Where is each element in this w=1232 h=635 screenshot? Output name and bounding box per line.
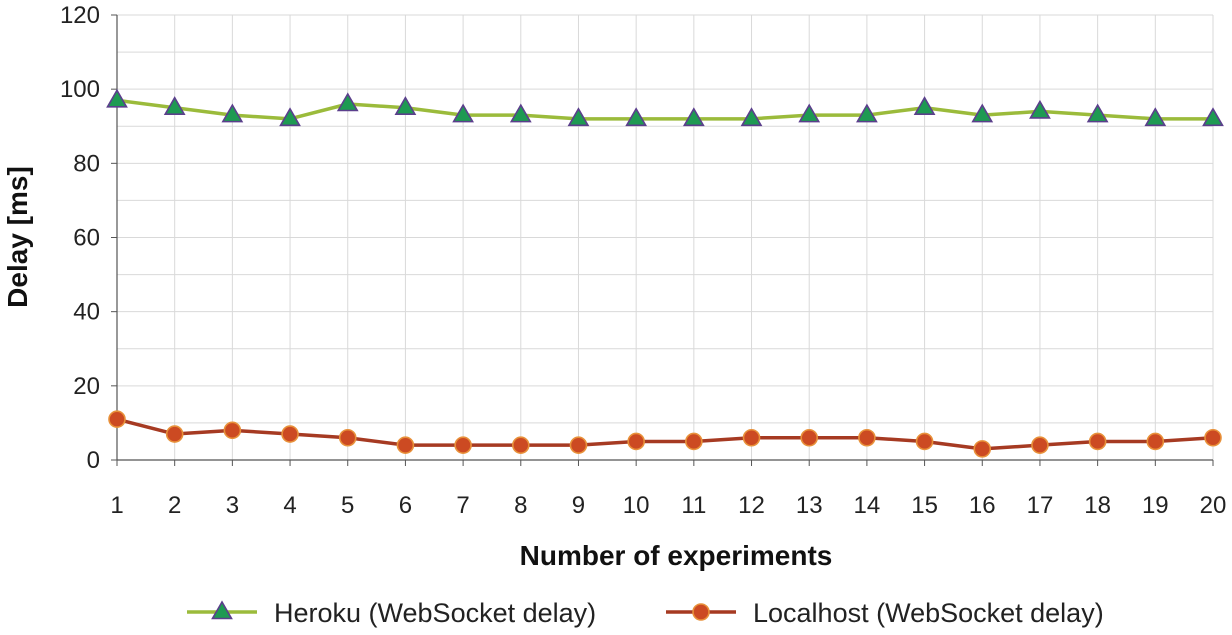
data-point-localhost (800, 428, 819, 447)
data-point-localhost (627, 432, 645, 451)
data-point-heroku (1144, 107, 1167, 127)
y-tick-label: 100 (60, 76, 100, 103)
legend: Heroku (WebSocket delay) Localhost (WebSo… (187, 598, 1104, 628)
legend-label-heroku: Heroku (WebSocket delay) (274, 598, 596, 628)
x-tick-label: 14 (854, 492, 881, 519)
data-point-localhost (454, 436, 472, 454)
x-tick-label: 13 (796, 492, 823, 519)
legend-marker-heroku (211, 600, 233, 620)
x-tick-label: 15 (911, 492, 938, 519)
data-point-localhost (281, 425, 299, 443)
y-axis-title: Delay [ms] (2, 166, 33, 308)
y-tick-label: 80 (73, 150, 100, 177)
data-point-heroku (625, 107, 648, 127)
y-tick-label: 20 (73, 373, 100, 400)
y-tick-label: 40 (73, 299, 100, 326)
legend-label-localhost: Localhost (WebSocket delay) (753, 598, 1104, 628)
series-heroku (106, 88, 1224, 127)
data-point-heroku (740, 107, 763, 127)
x-tick-label: 9 (572, 492, 585, 519)
data-point-localhost (165, 425, 184, 443)
data-point-localhost (685, 432, 703, 451)
x-axis-title: Number of experiments (520, 540, 833, 571)
data-point-heroku (682, 107, 705, 127)
data-point-localhost (1204, 428, 1222, 447)
data-point-localhost (742, 428, 761, 447)
x-tick-label: 4 (283, 492, 296, 519)
x-tick-label: 3 (226, 492, 239, 519)
x-tick-label: 6 (399, 492, 412, 519)
x-tick-label: 8 (514, 492, 527, 519)
data-point-localhost (858, 428, 876, 447)
data-point-localhost (1146, 432, 1165, 451)
x-tick-label: 5 (341, 492, 354, 519)
x-tick-label: 12 (738, 492, 765, 519)
series-line-heroku (116, 98, 1213, 121)
data-point-heroku (163, 96, 186, 116)
data-point-heroku (1029, 99, 1051, 119)
grid (117, 14, 1214, 460)
data-point-heroku (106, 88, 128, 108)
data-point-localhost (511, 436, 530, 454)
data-point-heroku (509, 103, 532, 123)
data-point-heroku (394, 96, 417, 116)
legend-item-localhost: Localhost (WebSocket delay) (666, 598, 1104, 628)
data-point-localhost (396, 436, 415, 454)
x-tick-label: 10 (623, 492, 650, 519)
data-point-heroku (798, 103, 821, 123)
legend-item-heroku: Heroku (WebSocket delay) (187, 598, 596, 628)
y-tick-label: 0 (87, 447, 100, 474)
data-point-localhost (223, 421, 242, 440)
x-tick-label: 11 (681, 492, 706, 519)
data-point-heroku (856, 103, 878, 123)
x-tick-label: 1 (110, 492, 123, 519)
axes (111, 14, 1214, 466)
y-tick-label: 120 (60, 2, 100, 29)
x-tick-label: 17 (1027, 492, 1054, 519)
x-tick-labels: 1 2 3 4 5 6 7 8 9 10 11 12 13 14 15 16 17 18 19 20 (110, 492, 1226, 519)
data-point-localhost (338, 428, 357, 447)
data-point-localhost (1031, 436, 1049, 454)
y-tick-labels: 0 20 40 60 80 100 120 (60, 2, 100, 474)
x-tick-label: 20 (1200, 492, 1227, 519)
series-line-localhost (116, 417, 1214, 451)
data-point-localhost (569, 436, 588, 454)
data-point-heroku (279, 107, 301, 127)
series (106, 88, 1224, 458)
x-tick-label: 19 (1142, 492, 1169, 519)
data-point-localhost (973, 440, 992, 458)
data-point-heroku (971, 103, 994, 123)
data-point-heroku (221, 103, 244, 123)
x-tick-label: 2 (168, 492, 181, 519)
data-point-heroku (567, 107, 590, 127)
data-point-localhost (1088, 432, 1107, 451)
series-localhost (108, 410, 1222, 458)
x-tick-label: 18 (1084, 492, 1111, 519)
data-point-heroku (336, 92, 359, 112)
data-point-localhost (108, 410, 126, 429)
x-tick-label: 16 (969, 492, 996, 519)
data-point-localhost (915, 432, 934, 451)
x-tick-label: 7 (456, 492, 469, 519)
data-point-heroku (913, 96, 936, 116)
data-point-heroku (452, 103, 474, 123)
data-point-heroku (1202, 107, 1224, 127)
y-tick-label: 60 (73, 225, 100, 252)
legend-marker-localhost (692, 603, 710, 621)
data-point-heroku (1086, 103, 1109, 123)
